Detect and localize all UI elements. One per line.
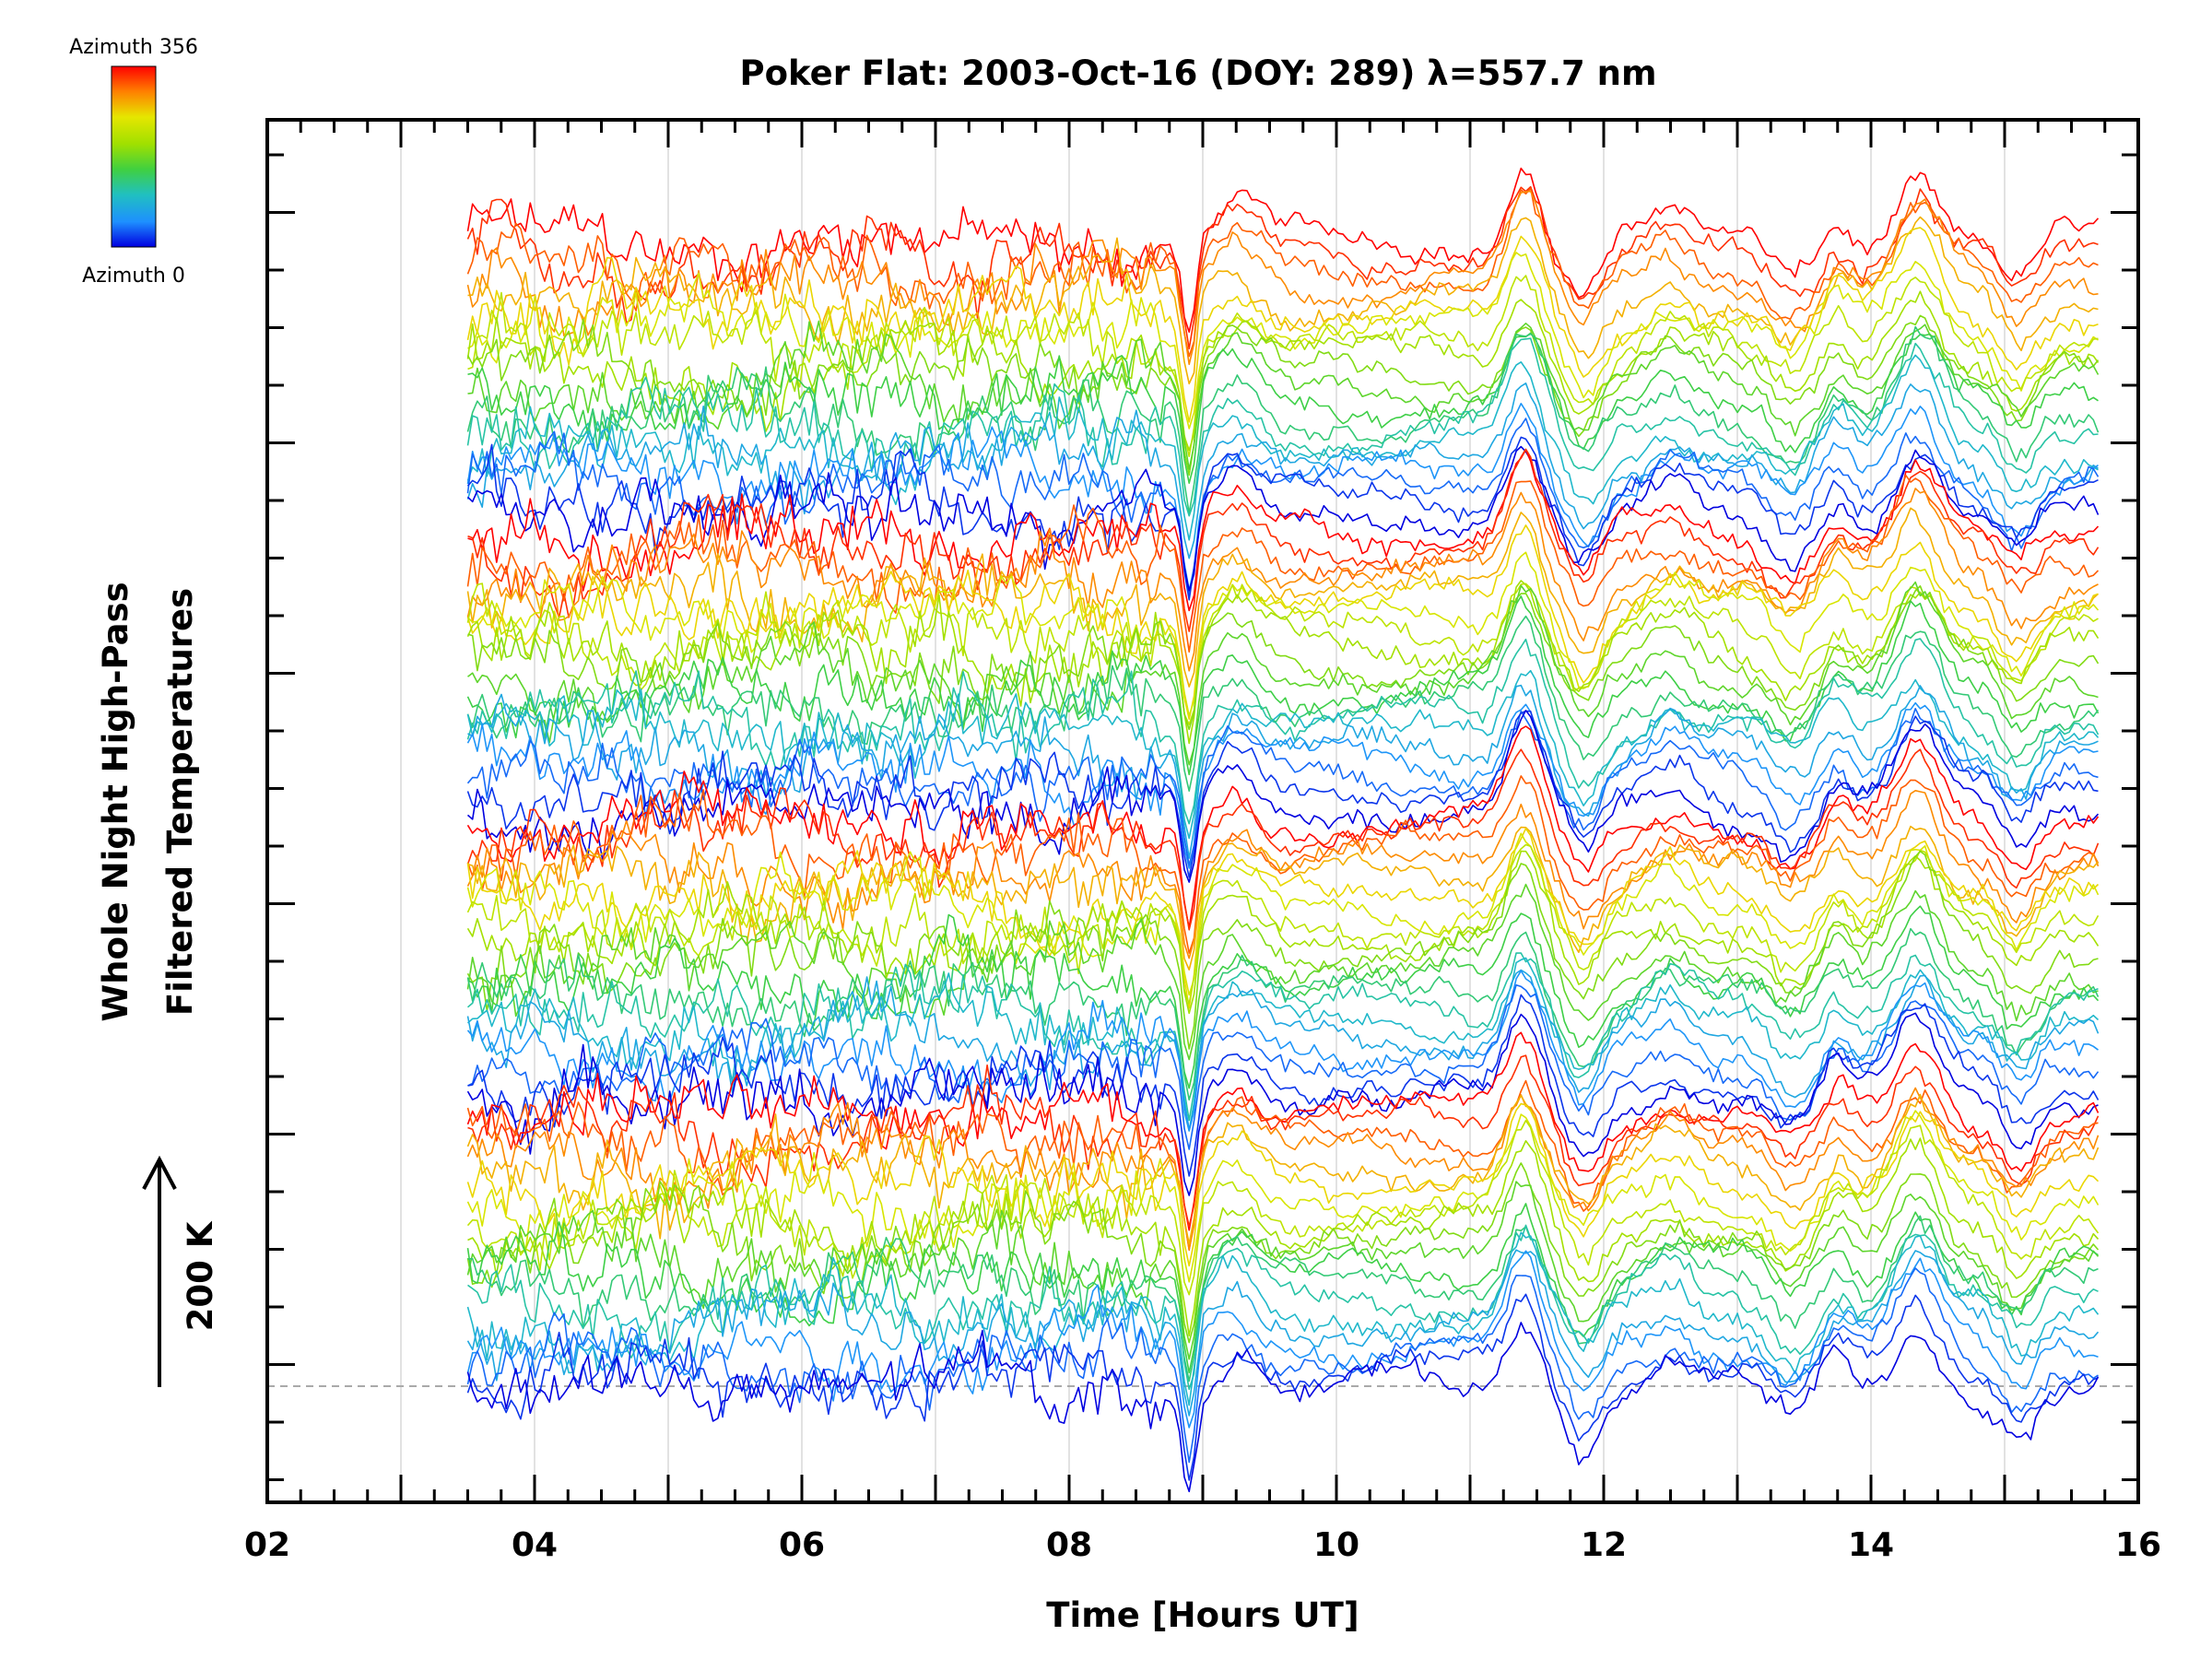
chart-title: Poker Flat: 2003-Oct-16 (DOY: 289) λ=557… [739,53,1656,93]
series-line [466,775,2100,954]
x-tick-label: 14 [1848,1526,1894,1564]
series-line [466,1102,2100,1267]
series-line [466,185,2099,350]
colorbar: Azimuth 356 Azimuth 0 [69,36,198,288]
series-line [466,710,2099,878]
series-line [466,1293,2099,1481]
series-line [466,883,2099,1061]
series-line [467,320,2100,470]
series-line [466,832,2100,996]
series-line [466,669,2100,840]
series-line [466,507,2100,688]
series-line [466,1249,2100,1417]
series-line [466,1087,2100,1251]
series-line [466,707,2099,866]
x-tick-labels: 02 04 06 08 10 12 14 16 [244,1526,2161,1564]
series-line [467,1137,2100,1336]
series-line [466,580,2100,745]
series-line [466,290,2100,452]
series-line [466,615,2100,793]
scale-arrow [142,1155,177,1387]
series-line [466,970,2099,1132]
series-line [466,1322,2100,1493]
x-tick-label: 16 [2115,1526,2161,1564]
series-line [466,1181,2100,1360]
tick-marks [265,120,2140,1502]
series-line [466,1031,2100,1231]
series-line [466,354,2099,541]
x-axis-label: Time [Hours UT] [1046,1595,1359,1635]
series-line [466,337,2099,517]
series-line [466,709,2100,883]
series-line [466,1162,2100,1344]
series-line [466,551,2100,717]
series-line [466,488,2099,672]
series-line [466,843,2100,1005]
x-tick-label: 08 [1046,1526,1092,1564]
series-line [466,227,2099,423]
series-line [467,905,2100,1089]
scale-label: 200 K [181,1220,220,1331]
series-line [466,638,2100,825]
series-line [466,748,2100,931]
series-line [466,418,2100,596]
x-tick-label: 02 [244,1526,290,1564]
y-axis-label-line2: Filtered Temperatures [160,588,200,1016]
series-line [467,448,2100,632]
series-line [466,1250,2099,1429]
series-line [466,1267,2099,1464]
x-tick-label: 06 [779,1526,825,1564]
x-tick-label: 12 [1581,1526,1627,1564]
series-line [466,325,2100,514]
y-axis-label-line1: Whole Night High-Pass [96,582,135,1021]
series-line [467,584,2100,731]
series-line [466,1120,2100,1296]
series-line [466,850,2099,1050]
series-line [467,994,2100,1177]
series-line [466,382,2099,559]
colorbar-top-label: Azimuth 356 [69,36,198,59]
series-line [466,789,2100,959]
series-line [467,332,2099,485]
series-line [466,1079,2099,1252]
grid [400,120,2006,1502]
series-line [467,825,2100,971]
series-line [466,952,2099,1122]
series-line [466,701,2099,869]
series-line [466,190,2099,366]
series-line [467,581,2099,766]
colorbar-bottom-label: Azimuth 0 [82,265,185,288]
series-line [467,1224,2099,1391]
series-line [466,1012,2099,1196]
series-line [466,582,2099,725]
series-line [466,725,2100,929]
series-line [467,252,2099,429]
x-tick-label: 04 [512,1526,558,1564]
series-line [466,1110,2100,1283]
series-line [467,449,2100,612]
series-line [466,1093,2100,1245]
traces [466,167,2100,1493]
series-line [466,314,2100,477]
series-line [466,524,2099,721]
series-line [467,1215,2099,1382]
series-line [466,436,2099,601]
series-line [466,474,2100,653]
colorbar-gradient [111,65,157,248]
x-tick-label: 10 [1313,1526,1359,1564]
